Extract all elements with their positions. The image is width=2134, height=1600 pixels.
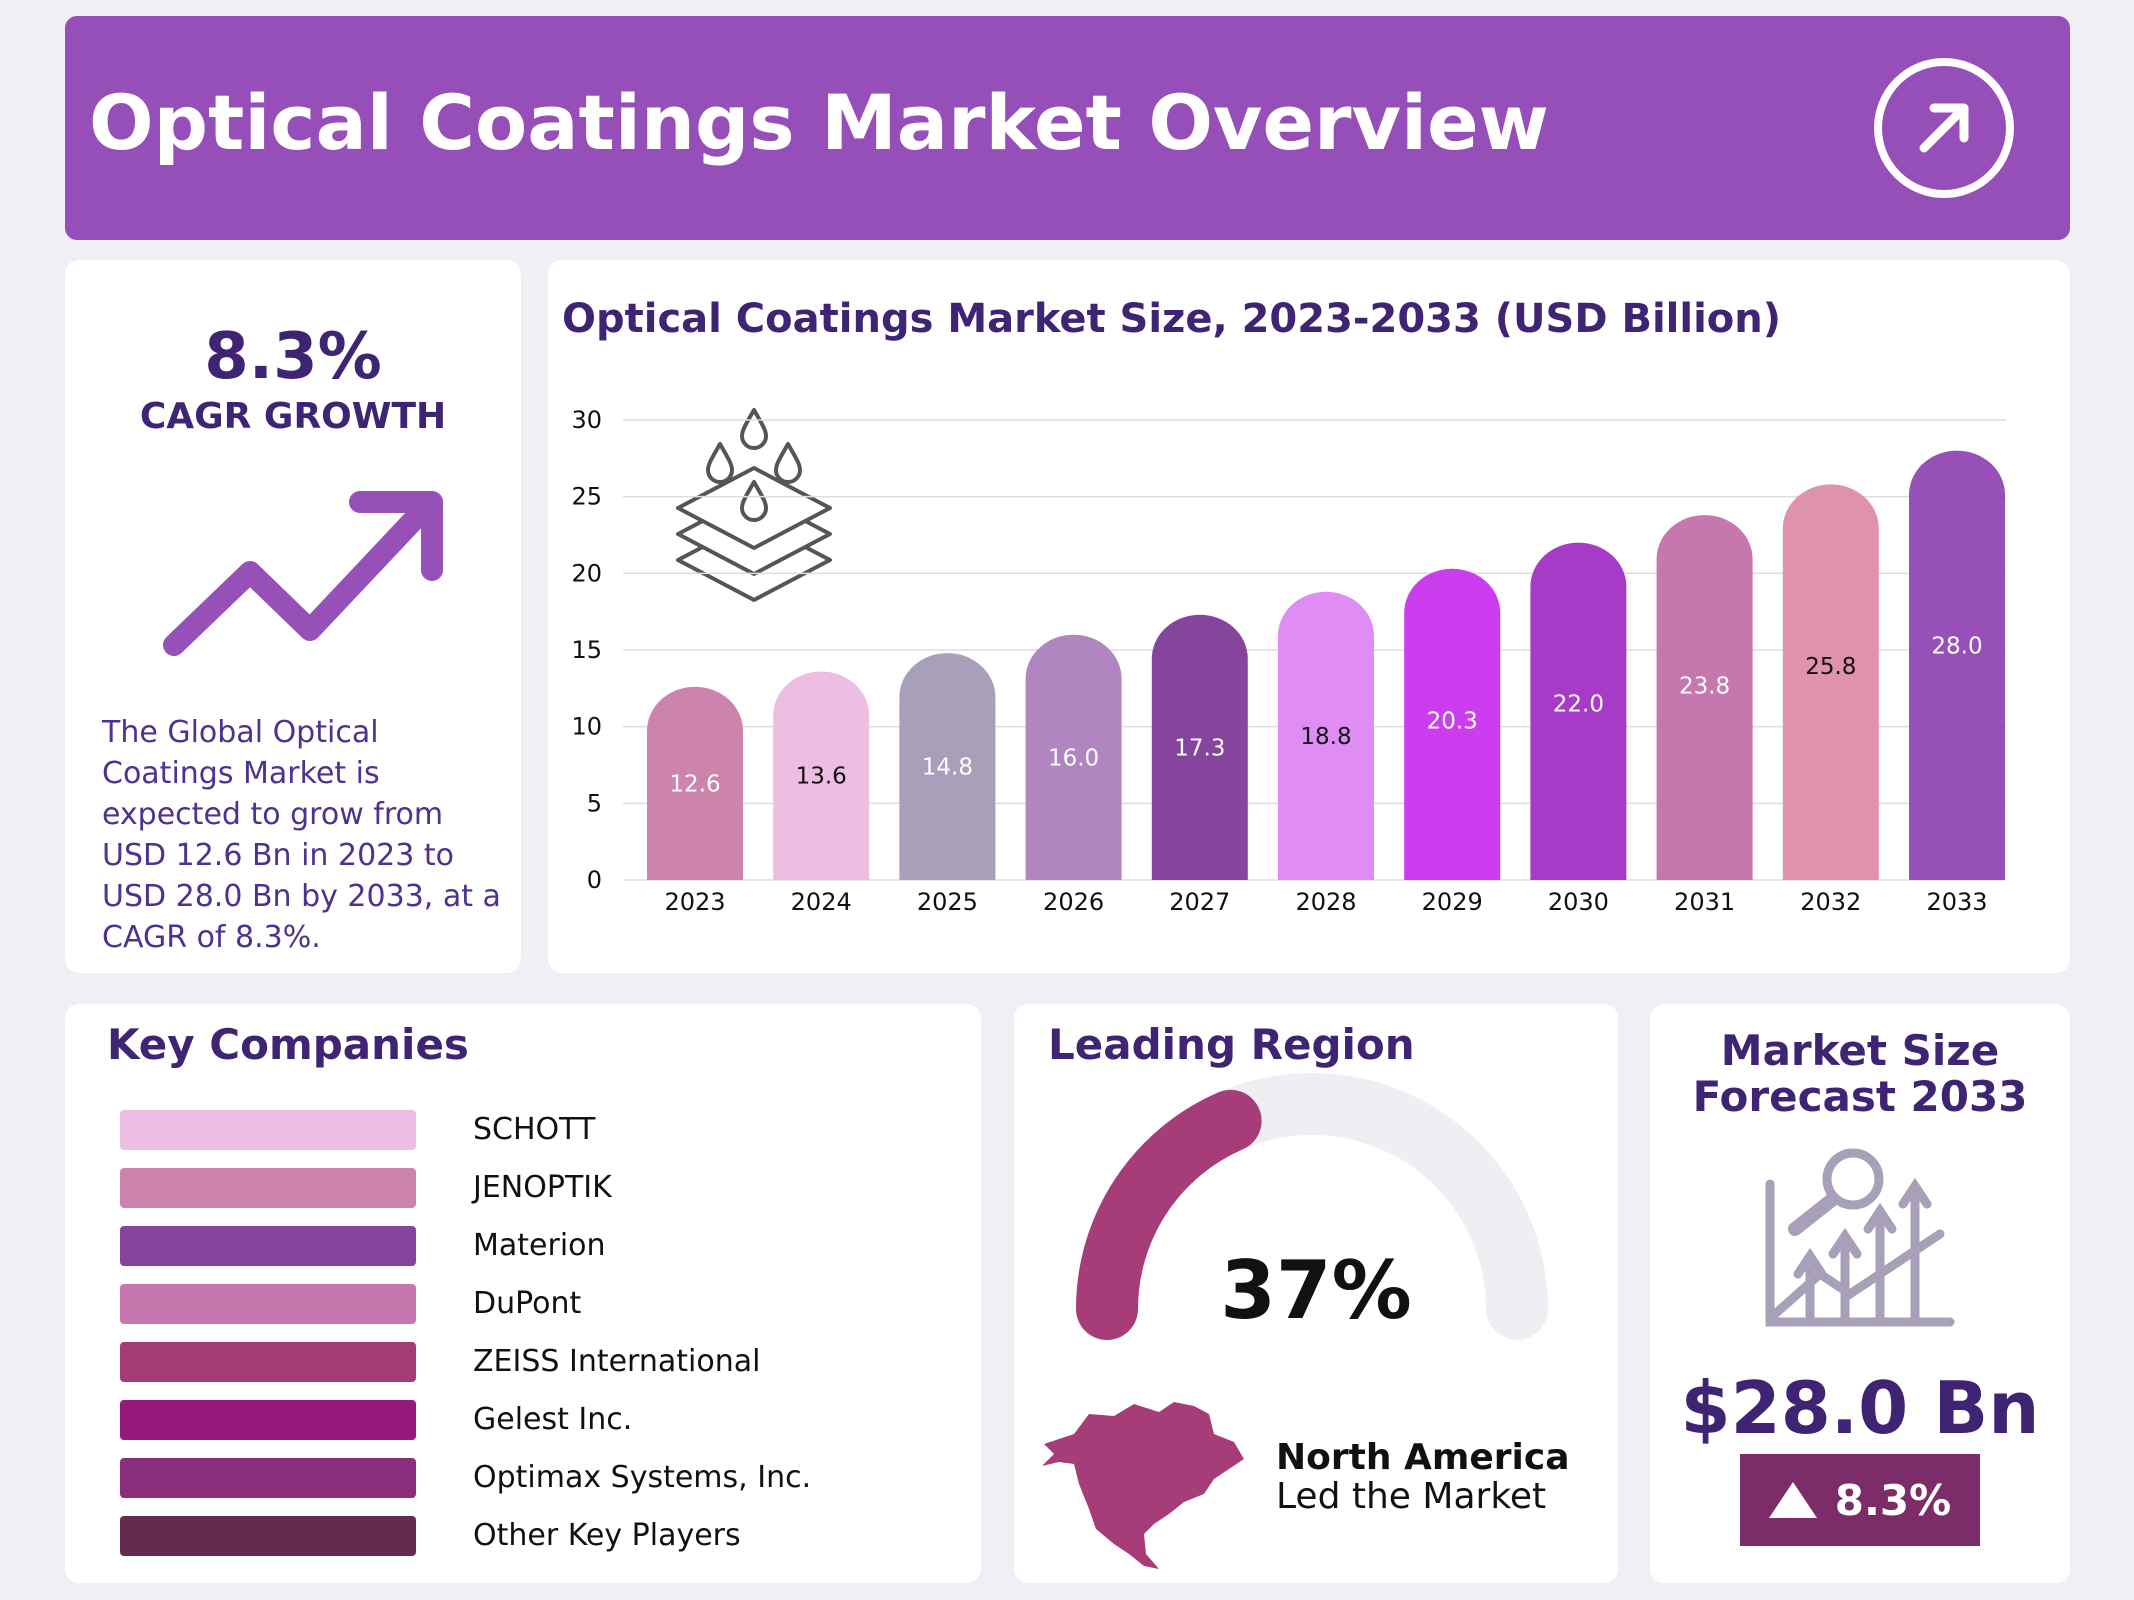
trend-up-arrow-icon — [163, 491, 443, 656]
company-color-swatch — [120, 1516, 416, 1556]
company-name: SCHOTT — [473, 1112, 596, 1147]
bar-chart: 05101520253012.6202313.6202414.8202516.0… — [571, 406, 2006, 916]
forecast-value: $28.0 Bn — [1680, 1366, 2040, 1450]
company-name: JENOPTIK — [473, 1170, 612, 1205]
bar-2030 — [1530, 542, 1627, 880]
y-tick-label: 20 — [571, 559, 602, 587]
data-label: 16.0 — [1048, 745, 1099, 771]
data-label: 28.0 — [1931, 633, 1982, 659]
y-tick-label: 15 — [571, 636, 602, 664]
bar-2032 — [1782, 484, 1879, 880]
data-label: 20.3 — [1427, 708, 1478, 734]
companies-card: Key Companies SCHOTT JENOPTIK Materion DuPo… — [65, 1004, 981, 1583]
bar-2033 — [1909, 450, 2005, 880]
bar-2024 — [773, 671, 870, 880]
bar-2028 — [1278, 591, 1374, 880]
layered-coating-drops-icon — [676, 408, 832, 602]
region-share-gauge — [1076, 1073, 1548, 1340]
north-america-map-icon — [1042, 1402, 1244, 1569]
company-color-swatch — [120, 1342, 416, 1382]
x-tick-label: 2025 — [917, 888, 978, 916]
x-tick-label: 2028 — [1295, 888, 1356, 916]
page-title: Optical Coatings Market Overview — [89, 78, 1549, 167]
bar-2023 — [647, 686, 743, 880]
region-name: North America — [1276, 1437, 1570, 1478]
company-name: DuPont — [473, 1286, 582, 1321]
cagr-label: CAGR GROWTH — [139, 396, 447, 437]
x-tick-label: 2026 — [1043, 888, 1104, 916]
company-color-swatch — [120, 1400, 416, 1440]
x-tick-label: 2030 — [1548, 888, 1609, 916]
data-label: 22.0 — [1553, 691, 1604, 717]
growth-value: 8.3% — [1834, 1475, 1952, 1525]
y-tick-label: 0 — [587, 866, 602, 894]
company-color-swatch — [120, 1226, 416, 1266]
x-tick-label: 2029 — [1422, 888, 1483, 916]
company-name: Materion — [473, 1228, 606, 1263]
chart-card: Optical Coatings Market Size, 2023-2033 … — [548, 260, 2070, 973]
bar-2026 — [1025, 634, 1122, 880]
y-tick-label: 25 — [571, 483, 602, 511]
company-name: Gelest Inc. — [473, 1402, 633, 1437]
data-label: 13.6 — [796, 764, 847, 790]
x-tick-label: 2033 — [1926, 888, 1987, 916]
bar-2025 — [899, 653, 996, 880]
x-tick-label: 2032 — [1800, 888, 1861, 916]
data-label: 23.8 — [1679, 674, 1730, 700]
growth-chart-magnifier-icon — [1765, 1148, 1955, 1327]
data-label: 12.6 — [669, 771, 720, 797]
y-tick-label: 10 — [571, 713, 602, 741]
data-label: 25.8 — [1805, 654, 1856, 680]
company-name: ZEISS International — [473, 1344, 761, 1379]
region-card: Leading Region 37% North America Led the… — [1014, 1004, 1618, 1583]
gauge-fill — [1076, 1089, 1262, 1340]
x-tick-label: 2031 — [1674, 888, 1735, 916]
cagr-card: 8.3% CAGR GROWTH The Global Optical Coat… — [65, 260, 521, 973]
x-tick-label: 2024 — [791, 888, 852, 916]
data-label: 18.8 — [1300, 724, 1351, 750]
forecast-card: Market Size Forecast 2033 $28.0 Bn 8.3% — [1650, 1004, 2070, 1583]
companies-title: Key Companies — [107, 1020, 469, 1069]
company-name: Other Key Players — [473, 1518, 741, 1553]
cagr-value: 8.3% — [204, 320, 382, 394]
company-color-swatch — [120, 1110, 416, 1150]
company-color-swatch — [120, 1168, 416, 1208]
header-banner: Optical Coatings Market Overview — [65, 16, 2070, 240]
triangle-up-icon — [1768, 1482, 1817, 1518]
x-tick-label: 2027 — [1169, 888, 1230, 916]
growth-badge: 8.3% — [1740, 1454, 1980, 1546]
bar-2031 — [1656, 515, 1753, 880]
company-color-swatch — [120, 1458, 416, 1498]
data-label: 17.3 — [1174, 735, 1225, 761]
company-name: Optimax Systems, Inc. — [473, 1460, 812, 1495]
market-summary: The Global Optical Coatings Market is ex… — [102, 715, 501, 955]
chart-title: Optical Coatings Market Size, 2023-2033 … — [562, 296, 1782, 342]
forecast-title: Market Size Forecast 2033 — [1692, 1026, 2028, 1121]
company-color-swatch — [120, 1284, 416, 1324]
bar-2029 — [1404, 568, 1501, 880]
x-tick-label: 2023 — [664, 888, 725, 916]
region-share-value: 37% — [1220, 1244, 1412, 1337]
y-tick-label: 5 — [587, 789, 602, 817]
region-subtitle: Led the Market — [1276, 1476, 1547, 1517]
region-title: Leading Region — [1048, 1020, 1415, 1069]
data-label: 14.8 — [922, 755, 973, 781]
y-tick-label: 30 — [571, 406, 602, 434]
arrow-up-right-icon — [1874, 58, 2014, 198]
bar-2027 — [1151, 614, 1248, 880]
